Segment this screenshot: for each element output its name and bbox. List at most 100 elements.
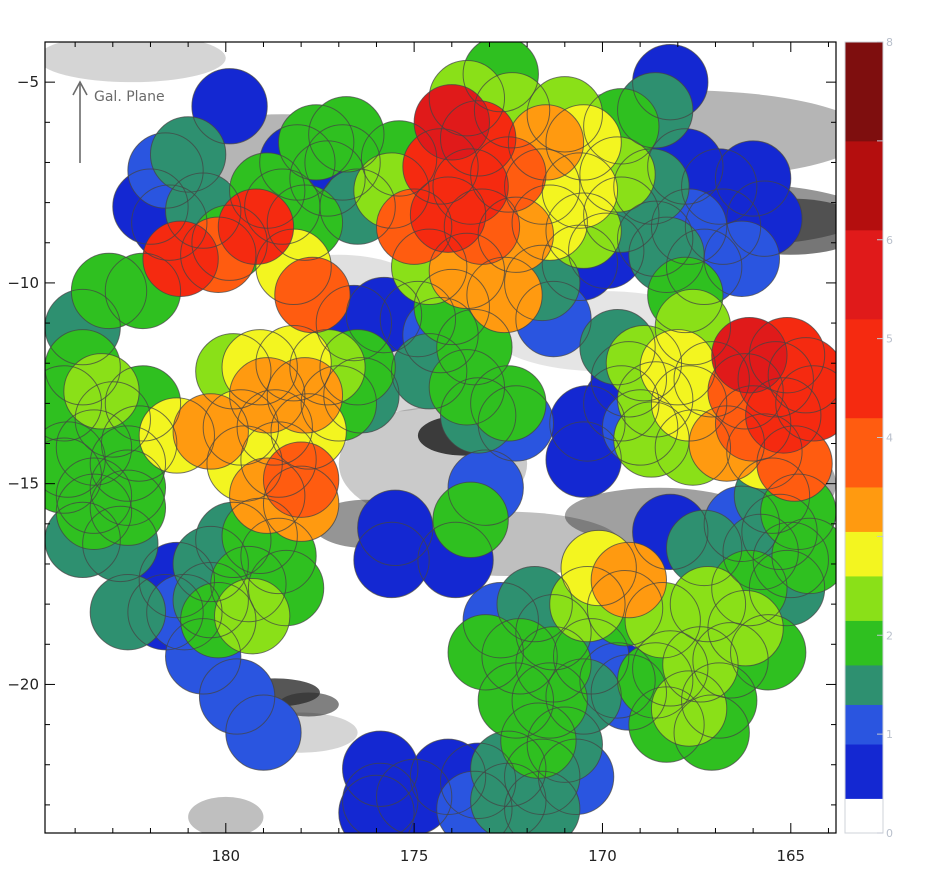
- field-outline: [266, 184, 344, 261]
- field-outline: [353, 152, 430, 229]
- field-outline: [149, 116, 227, 193]
- field-outline: [112, 168, 189, 245]
- field-outline: [711, 549, 788, 627]
- field-outline: [504, 148, 581, 225]
- field-outline: [579, 642, 656, 719]
- field-outline: [240, 421, 317, 498]
- field-fill: [432, 482, 509, 558]
- field-outline: [541, 152, 619, 229]
- field-outline: [127, 132, 204, 209]
- field-fill: [225, 694, 302, 771]
- field-outline: [55, 473, 133, 550]
- field-outline: [624, 582, 701, 659]
- field-outline: [131, 184, 208, 261]
- field-outline: [545, 192, 622, 269]
- field-outline: [191, 68, 268, 145]
- field-outline: [466, 256, 543, 334]
- field-outline: [511, 662, 588, 739]
- field-outline: [55, 409, 133, 486]
- field-outline: [714, 140, 792, 217]
- field-outline: [504, 738, 581, 815]
- colorbar-band: [845, 486, 883, 532]
- colorbar-band: [845, 140, 883, 231]
- field-outline: [545, 104, 622, 181]
- colorbar-band: [845, 744, 883, 799]
- field-outline: [537, 738, 615, 815]
- colorbar-band: [845, 620, 883, 666]
- field-fill: [214, 578, 290, 654]
- field-outline: [436, 770, 513, 833]
- field-outline: [650, 188, 728, 265]
- field-outline: [402, 296, 479, 374]
- field-outline: [300, 365, 377, 442]
- field-outline: [515, 594, 592, 671]
- field-fill: [707, 590, 784, 666]
- gas-cloud: [188, 796, 264, 833]
- field-outline: [586, 569, 664, 647]
- field-outline: [470, 762, 547, 833]
- field-outline: [748, 549, 826, 627]
- field-outline: [684, 188, 762, 265]
- colorbar-band: [845, 229, 883, 320]
- colorbar-band: [845, 704, 883, 745]
- field-outline: [89, 449, 167, 526]
- field-fill: [466, 257, 543, 333]
- field-fill: [173, 393, 249, 470]
- x-tick-label: 175: [400, 847, 429, 865]
- field-fill: [470, 365, 546, 442]
- field-outline: [262, 441, 340, 518]
- field-outline: [191, 204, 268, 281]
- field-outline: [304, 124, 381, 201]
- field-outline: [669, 565, 747, 643]
- field-outline: [650, 670, 728, 747]
- field-outline: [583, 176, 660, 253]
- field-outline: [673, 341, 750, 418]
- field-outline: [632, 43, 709, 121]
- field-outline: [240, 517, 317, 595]
- field-outline: [579, 136, 656, 213]
- colorbar: 0 1 2 4 5 6 8: [844, 36, 893, 840]
- field-outline: [315, 284, 393, 362]
- field-outline: [549, 385, 626, 462]
- colorbar-band: [845, 318, 883, 419]
- field-fill: [357, 490, 433, 566]
- field-outline: [289, 329, 366, 406]
- field-outline: [357, 489, 434, 567]
- field-outline: [338, 774, 415, 833]
- field-fill: [470, 763, 546, 833]
- field-outline: [737, 341, 814, 418]
- field-outline: [662, 626, 739, 703]
- field-fill: [771, 518, 836, 594]
- field-fill: [274, 257, 351, 333]
- field-outline: [632, 493, 709, 571]
- field-outline: [440, 100, 517, 177]
- field-outline: [82, 505, 159, 583]
- axes: 180 175 170 165 −5 −10 −15 −20: [7, 41, 836, 865]
- field-outline: [583, 365, 660, 442]
- field-outline: [590, 541, 667, 619]
- gas-cloud: [45, 42, 226, 83]
- field-fill: [591, 542, 667, 618]
- field-outline: [63, 353, 140, 430]
- field-outline: [262, 465, 340, 542]
- field-outline: [104, 252, 182, 330]
- field-outline: [707, 590, 784, 667]
- field-outline: [477, 385, 554, 462]
- field-outline: [353, 521, 430, 599]
- field-outline: [748, 317, 826, 394]
- field-outline: [515, 280, 592, 358]
- field-fill: [500, 702, 577, 779]
- x-tick-label: 170: [588, 847, 617, 865]
- field-outline: [89, 469, 167, 546]
- field-outline: [255, 228, 332, 306]
- field-outline: [432, 481, 509, 558]
- field-outline: [605, 325, 683, 402]
- field-outline: [549, 565, 626, 643]
- field-outline: [45, 365, 102, 442]
- colorbar-band: [845, 417, 883, 488]
- plot-frame: [44, 41, 837, 834]
- field-outline: [632, 630, 709, 707]
- colorbar-tick-label: 2: [886, 629, 893, 642]
